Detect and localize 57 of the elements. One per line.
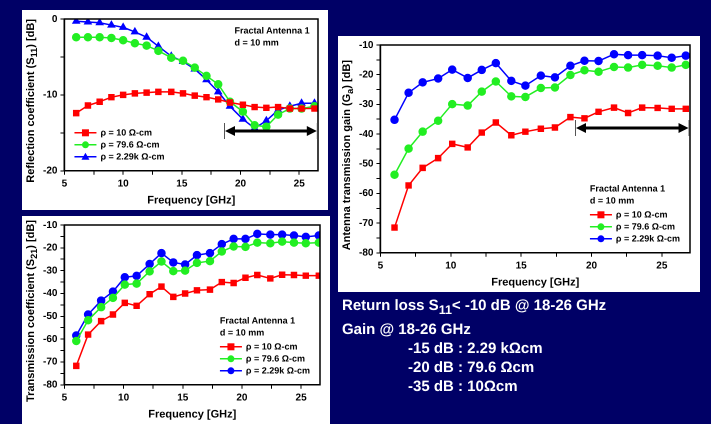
x-tick-label: 5 — [62, 392, 68, 404]
text: -35 dB : 10Ωcm — [407, 377, 519, 396]
x-tick-label: 25 — [296, 392, 308, 404]
y-tick-label: -30 — [43, 265, 58, 276]
annotation: d = 10 mm — [220, 327, 264, 338]
annotation: d = 10 mm — [234, 37, 279, 48]
legend-label: ρ = 10 Ω-cm — [100, 127, 152, 138]
y-tick-label: -10 — [43, 220, 58, 231]
x-tick-label: 15 — [176, 178, 188, 190]
legend-label: ρ = 79.6 Ω-cm — [616, 221, 675, 232]
y-tick-label: -60 — [359, 188, 374, 200]
y-tick-label: -70 — [359, 218, 374, 229]
y-tick-label: -50 — [359, 158, 374, 170]
y-tick-label: -20 — [43, 166, 58, 177]
x-tick-label: 20 — [234, 178, 247, 190]
y-tick-label: -80 — [43, 380, 58, 391]
legend-label: ρ = 79.6 Ω-cm — [100, 139, 160, 150]
x-tick-label: 5 — [378, 260, 384, 272]
x-tick-label: 25 — [656, 260, 668, 272]
text: -15 dB : 2.29 kΩcm — [407, 339, 544, 358]
y-tick-label: -50 — [43, 311, 58, 322]
x-tick-label: 25 — [294, 178, 306, 190]
y-tick-label: -10 — [359, 40, 374, 51]
x-tick-label: 10 — [118, 392, 130, 404]
y-tick-label: -30 — [359, 99, 374, 110]
y-tick-label: -70 — [43, 356, 58, 368]
legend-label: ρ = 10 Ω-cm — [246, 341, 298, 352]
x-tick-label: 15 — [177, 392, 189, 404]
annotation: d = 10 mm — [590, 195, 634, 206]
y-tick-label: -40 — [359, 128, 374, 140]
text: Return loss S$_{11}$< -10 dB @ 18-26 GHz — [342, 296, 608, 319]
x-axis-title: Frequency [GHz] — [491, 276, 580, 288]
text: -20 dB : 79.6 Ωcm — [407, 358, 536, 377]
legend-label: ρ = 2.29k Ω-cm — [246, 365, 310, 376]
y-tick-label: -10 — [43, 90, 58, 101]
y-tick-label: -80 — [359, 248, 374, 259]
x-tick-label: 20 — [236, 392, 248, 404]
x-tick-label: 5 — [62, 178, 68, 190]
y-tick-label: -20 — [43, 242, 58, 254]
annotation: Fractal Antenna 1 — [590, 183, 666, 194]
legend-label: ρ = 2.29k Ω-cm — [616, 233, 680, 244]
legend-label: ρ = 2.29k Ω-cm — [100, 151, 165, 162]
x-tick-label: 20 — [586, 260, 598, 272]
y-tick-label: -60 — [43, 334, 58, 345]
y-tick-label: 0 — [52, 14, 58, 25]
x-tick-label: 10 — [445, 260, 457, 272]
x-tick-label: 10 — [118, 178, 130, 190]
annotation: Fractal Antenna 1 — [234, 25, 310, 36]
x-axis-title: Frequency [GHz] — [147, 194, 236, 206]
legend-label: ρ = 79.6 Ω-cm — [246, 353, 305, 364]
y-tick-label: -20 — [359, 69, 374, 80]
annotation: Fractal Antenna 1 — [220, 315, 296, 326]
text: Gain @ 18-26 GHz — [342, 320, 472, 339]
x-tick-label: 15 — [516, 260, 528, 272]
x-axis-title: Frequency [GHz] — [148, 408, 237, 420]
legend-label: ρ = 10 Ω-cm — [616, 209, 668, 220]
y-tick-label: -40 — [43, 288, 58, 300]
